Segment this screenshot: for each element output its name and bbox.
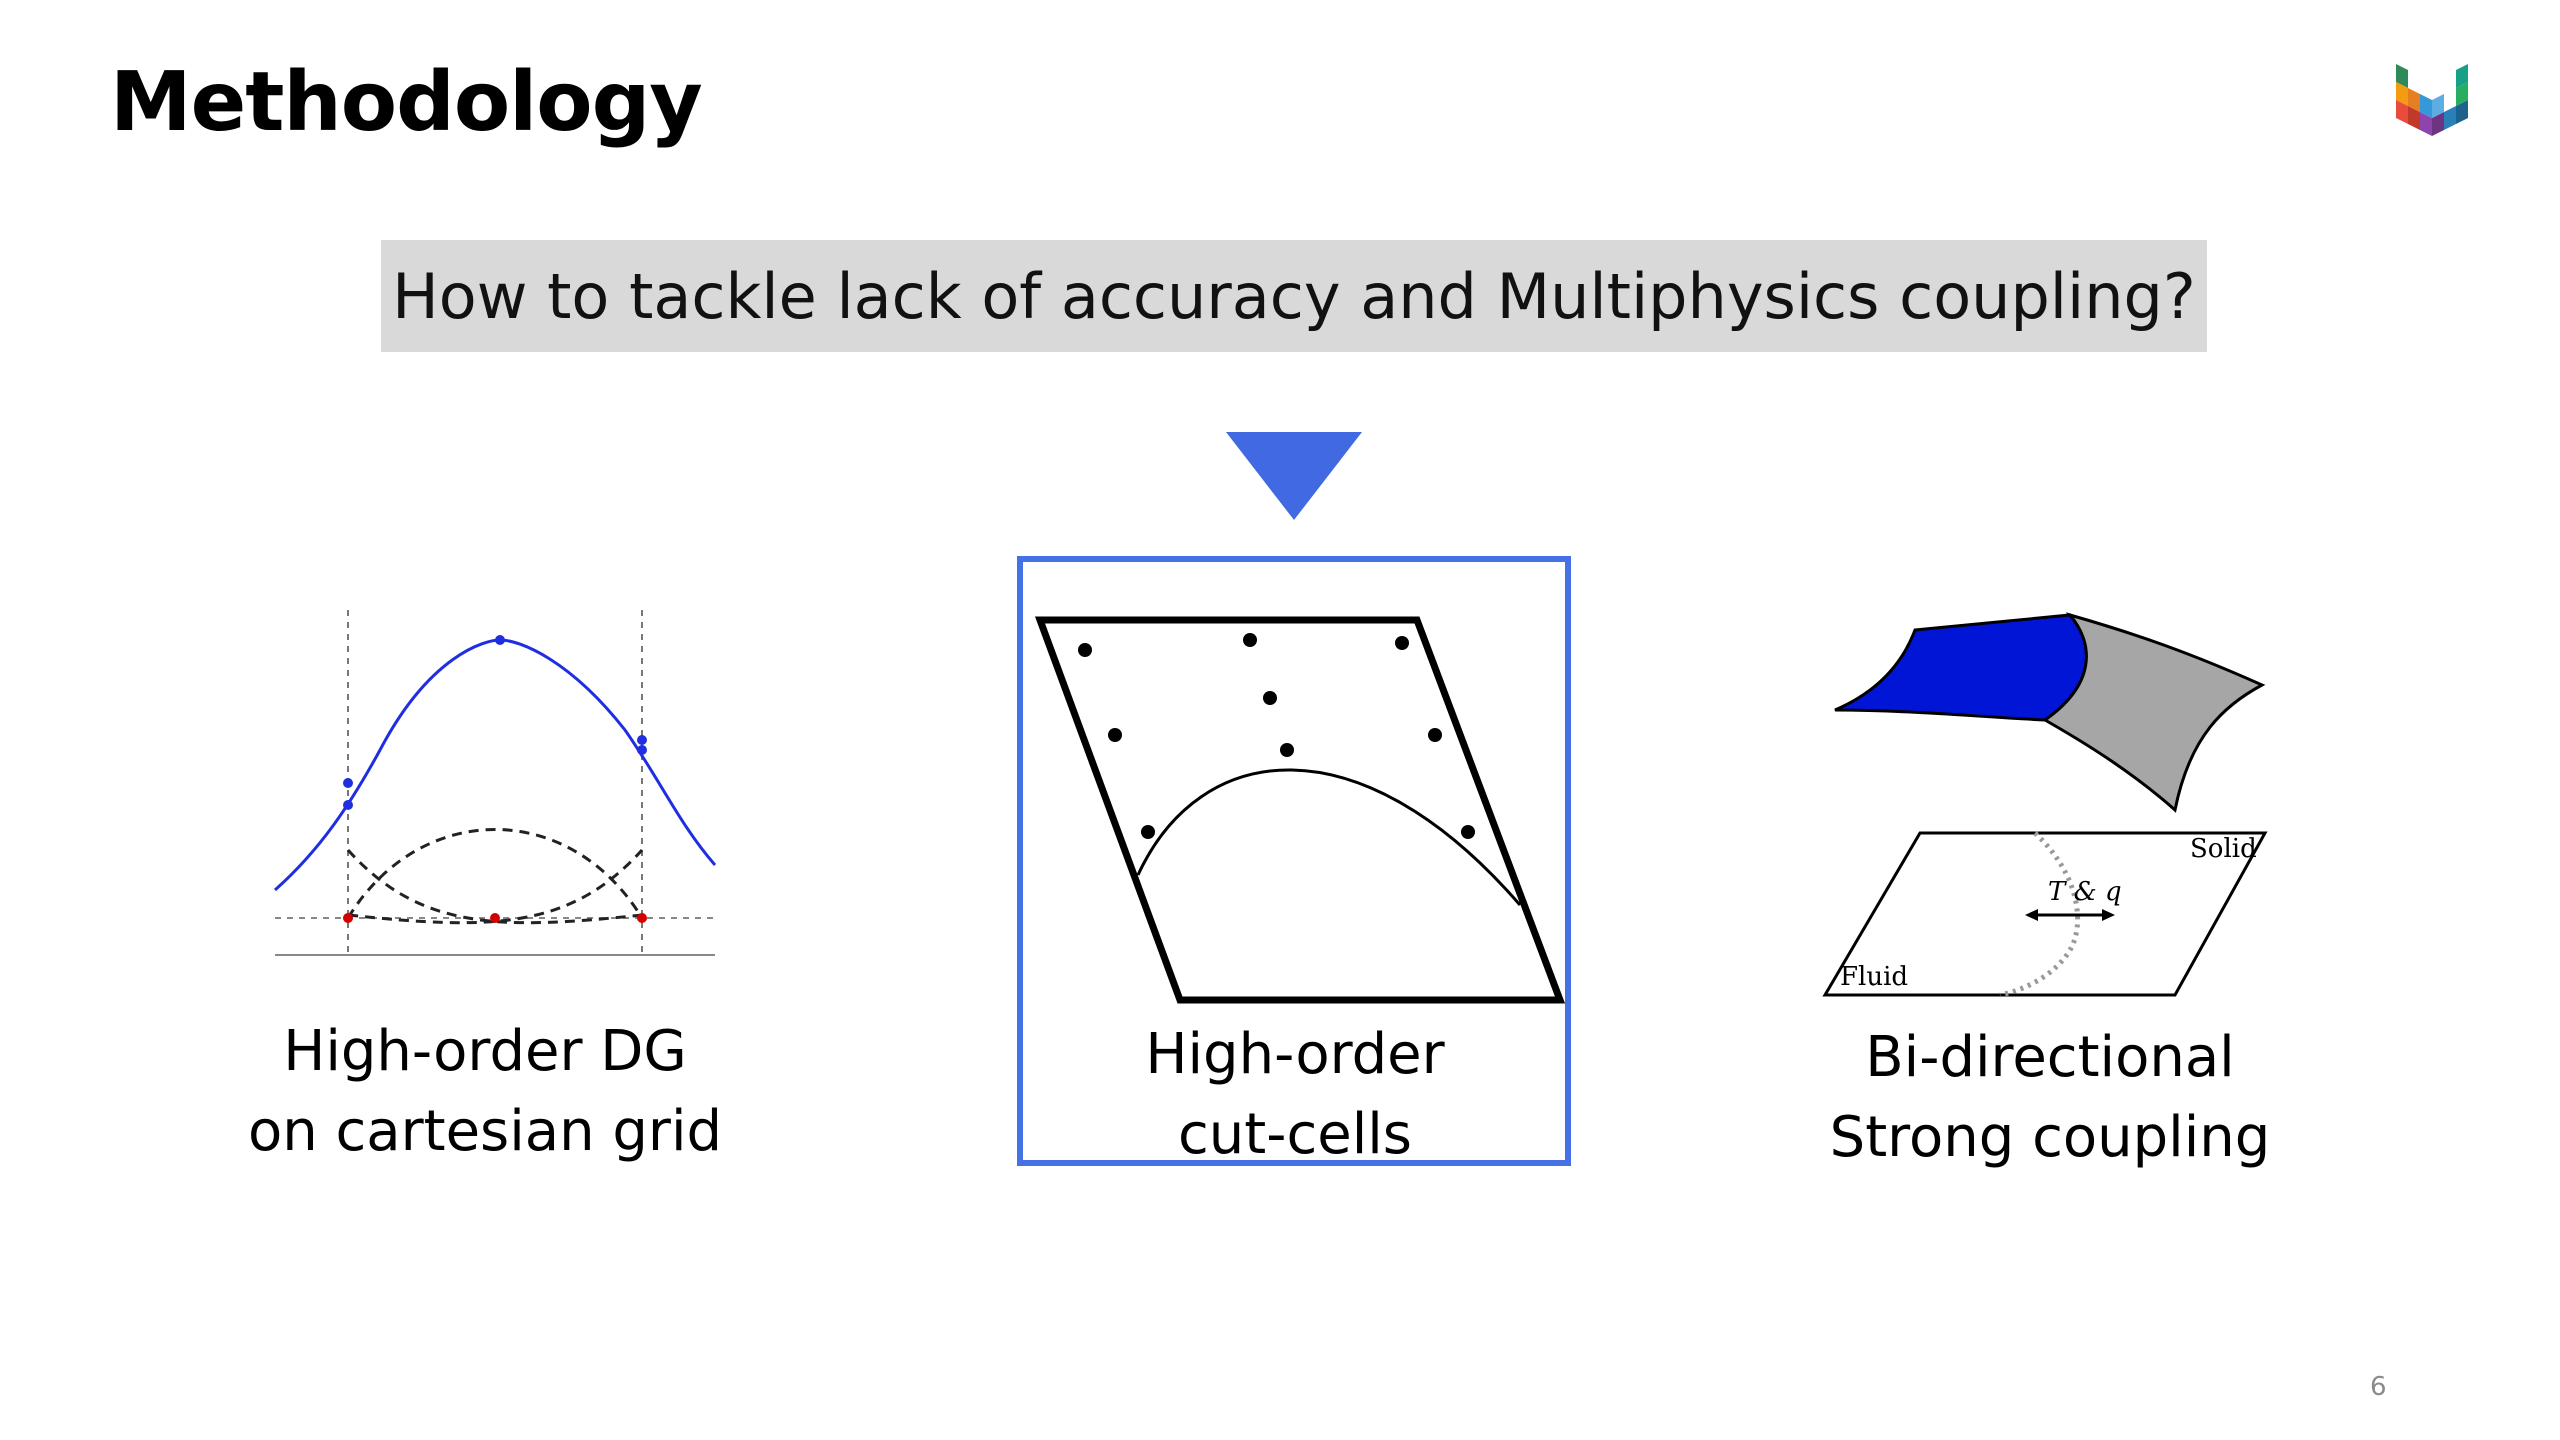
right-caption: Bi-directional Strong coupling [1790,1018,2310,1178]
dg-basis-figure [274,610,717,956]
center-caption: High-order cut-cells [1030,1015,1560,1175]
page-number: 6 [2370,1372,2387,1402]
solid-label: Solid [2190,834,2257,864]
coupling-figure: T & q Solid Fluid [1822,831,2268,998]
center-caption-line2: cut-cells [1178,1102,1412,1167]
highlight-frame [1017,556,1571,1166]
right-caption-line1: Bi-directional [1865,1025,2235,1090]
left-caption-line1: High-order DG [283,1019,687,1084]
university-logo-icon [2396,64,2468,136]
right-caption-line2: Strong coupling [1829,1105,2271,1170]
cut-cell-figure [1034,616,1566,1004]
question-banner: How to tackle lack of accuracy and Multi… [381,240,2207,352]
surface-figure [1834,612,2266,813]
question-text: How to tackle lack of accuracy and Multi… [392,259,2196,333]
center-caption-line1: High-order [1145,1022,1445,1087]
exchange-label: T & q [2048,877,2122,907]
left-caption: High-order DG on cartesian grid [240,1012,730,1172]
fluid-label: Fluid [1840,962,1908,992]
left-caption-line2: on cartesian grid [247,1099,723,1164]
slide-title: Methodology [110,55,703,150]
down-triangle-icon [1226,432,1362,520]
